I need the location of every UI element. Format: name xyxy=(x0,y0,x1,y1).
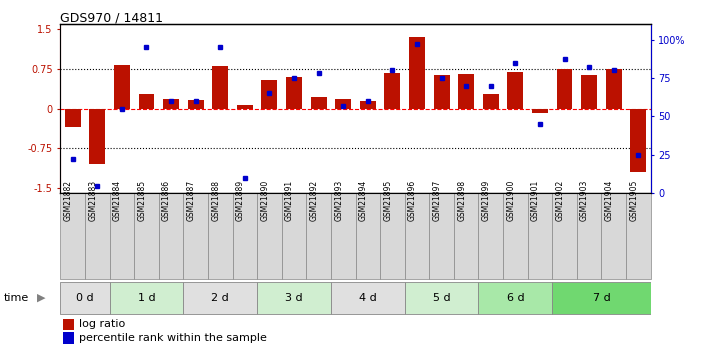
Text: GSM21896: GSM21896 xyxy=(408,179,417,221)
Text: 7 d: 7 d xyxy=(592,293,610,303)
FancyBboxPatch shape xyxy=(257,282,331,314)
FancyBboxPatch shape xyxy=(479,193,503,279)
Text: GSM21903: GSM21903 xyxy=(580,179,589,221)
Text: GSM21897: GSM21897 xyxy=(432,179,442,221)
Bar xyxy=(508,72,523,109)
Bar xyxy=(262,80,277,109)
FancyBboxPatch shape xyxy=(159,193,183,279)
Bar xyxy=(65,109,81,127)
Text: GSM21891: GSM21891 xyxy=(285,179,294,221)
Text: GSM21884: GSM21884 xyxy=(113,179,122,221)
Text: ▶: ▶ xyxy=(37,293,46,303)
Text: GSM21887: GSM21887 xyxy=(187,179,196,221)
Text: percentile rank within the sample: percentile rank within the sample xyxy=(80,333,267,343)
Text: 4 d: 4 d xyxy=(359,293,377,303)
Text: GSM21893: GSM21893 xyxy=(334,179,343,221)
Bar xyxy=(90,109,105,164)
Bar xyxy=(163,99,179,109)
Bar xyxy=(630,109,646,172)
Text: GSM21883: GSM21883 xyxy=(88,179,97,221)
Bar xyxy=(311,97,326,109)
FancyBboxPatch shape xyxy=(85,193,109,279)
FancyBboxPatch shape xyxy=(306,193,331,279)
FancyBboxPatch shape xyxy=(429,193,454,279)
FancyBboxPatch shape xyxy=(331,193,356,279)
FancyBboxPatch shape xyxy=(552,193,577,279)
Text: GSM21894: GSM21894 xyxy=(359,179,368,221)
Bar xyxy=(360,101,376,109)
Text: GSM21900: GSM21900 xyxy=(506,179,515,221)
Text: 3 d: 3 d xyxy=(285,293,303,303)
Text: GSM21885: GSM21885 xyxy=(137,179,146,221)
Bar xyxy=(483,94,498,109)
FancyBboxPatch shape xyxy=(109,193,134,279)
Bar xyxy=(385,73,400,109)
FancyBboxPatch shape xyxy=(528,193,552,279)
FancyBboxPatch shape xyxy=(405,193,429,279)
Text: GSM21882: GSM21882 xyxy=(64,180,73,220)
Bar xyxy=(188,100,203,109)
FancyBboxPatch shape xyxy=(552,282,651,314)
Bar xyxy=(581,76,597,109)
Bar xyxy=(409,37,425,109)
Text: GSM21886: GSM21886 xyxy=(162,179,171,221)
FancyBboxPatch shape xyxy=(405,282,479,314)
FancyBboxPatch shape xyxy=(454,193,479,279)
Bar xyxy=(63,332,74,344)
FancyBboxPatch shape xyxy=(134,193,159,279)
FancyBboxPatch shape xyxy=(626,193,651,279)
Text: time: time xyxy=(4,293,29,303)
Text: 6 d: 6 d xyxy=(506,293,524,303)
FancyBboxPatch shape xyxy=(577,193,602,279)
Bar xyxy=(557,69,572,109)
Text: GSM21904: GSM21904 xyxy=(604,179,614,221)
Text: 0 d: 0 d xyxy=(76,293,94,303)
FancyBboxPatch shape xyxy=(257,193,282,279)
FancyBboxPatch shape xyxy=(380,193,405,279)
FancyBboxPatch shape xyxy=(183,282,257,314)
Bar xyxy=(286,77,302,109)
FancyBboxPatch shape xyxy=(479,282,552,314)
Bar xyxy=(458,74,474,109)
Bar xyxy=(606,69,621,109)
Bar xyxy=(114,65,130,109)
FancyBboxPatch shape xyxy=(232,193,257,279)
Text: GSM21892: GSM21892 xyxy=(309,179,319,221)
Bar xyxy=(335,99,351,109)
FancyBboxPatch shape xyxy=(602,193,626,279)
FancyBboxPatch shape xyxy=(331,282,405,314)
Bar xyxy=(213,66,228,109)
Text: GSM21899: GSM21899 xyxy=(482,179,491,221)
Text: 2 d: 2 d xyxy=(211,293,229,303)
Bar xyxy=(63,319,74,330)
Text: 5 d: 5 d xyxy=(433,293,450,303)
Text: log ratio: log ratio xyxy=(80,319,126,329)
Bar xyxy=(139,94,154,109)
FancyBboxPatch shape xyxy=(208,193,232,279)
Bar xyxy=(237,105,253,109)
FancyBboxPatch shape xyxy=(60,282,109,314)
Text: GSM21895: GSM21895 xyxy=(383,179,392,221)
Bar xyxy=(532,109,548,114)
Text: GSM21889: GSM21889 xyxy=(236,179,245,221)
Text: GSM21890: GSM21890 xyxy=(260,179,269,221)
FancyBboxPatch shape xyxy=(60,193,85,279)
FancyBboxPatch shape xyxy=(109,282,183,314)
Bar xyxy=(434,75,449,109)
FancyBboxPatch shape xyxy=(282,193,306,279)
FancyBboxPatch shape xyxy=(503,193,528,279)
Text: GSM21898: GSM21898 xyxy=(457,179,466,221)
Text: GDS970 / 14811: GDS970 / 14811 xyxy=(60,11,164,24)
Text: GSM21905: GSM21905 xyxy=(629,179,638,221)
Text: 1 d: 1 d xyxy=(138,293,155,303)
FancyBboxPatch shape xyxy=(356,193,380,279)
Text: GSM21888: GSM21888 xyxy=(211,180,220,220)
Text: GSM21902: GSM21902 xyxy=(555,179,565,221)
FancyBboxPatch shape xyxy=(183,193,208,279)
Text: GSM21901: GSM21901 xyxy=(531,179,540,221)
